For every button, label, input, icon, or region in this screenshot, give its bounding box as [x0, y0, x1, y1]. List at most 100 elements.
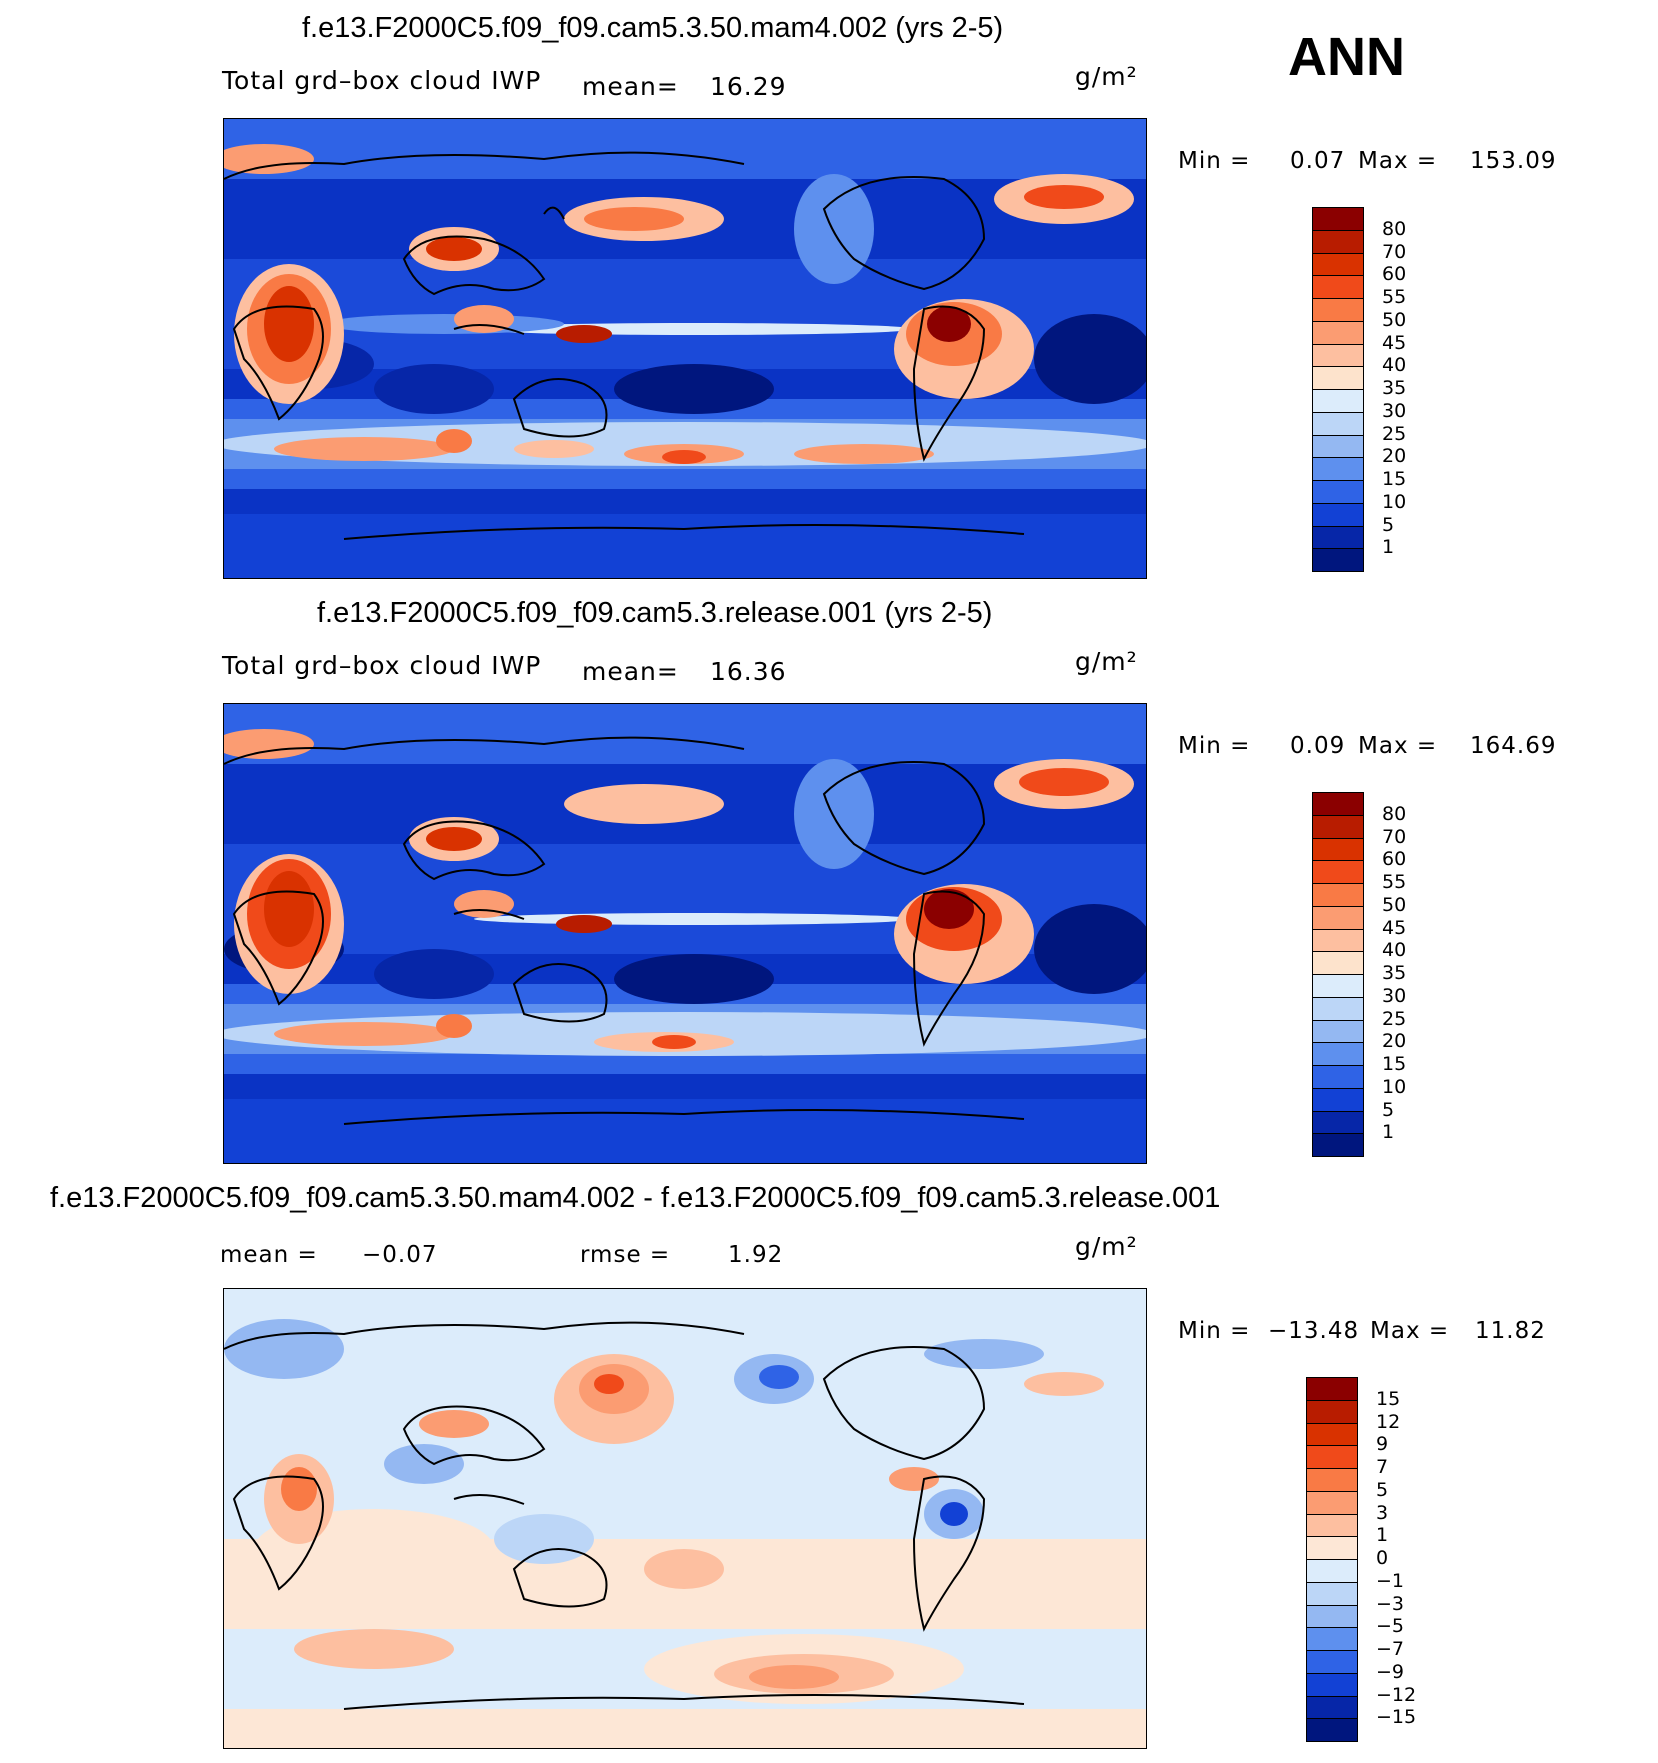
- colorbar-segment: [1312, 457, 1364, 481]
- colorbar-segment: [1306, 1513, 1358, 1537]
- panel3-mean-label: mean =: [220, 1242, 318, 1268]
- colorbar-tick-label: 40: [1382, 939, 1407, 962]
- colorbar-tick-label: 9: [1376, 1433, 1389, 1456]
- colorbar-tick-label: 10: [1382, 1075, 1407, 1098]
- panel2-max-label: Max =: [1358, 733, 1438, 759]
- colorbar-segment: [1306, 1627, 1358, 1651]
- colorbar-segment: [1306, 1536, 1358, 1560]
- colorbar-tick-label: 55: [1382, 286, 1407, 308]
- colorbar-segment: [1312, 320, 1364, 344]
- colorbar-segment: [1312, 837, 1364, 861]
- colorbar-tick-label: 55: [1382, 871, 1407, 893]
- panel3-max-label: Max =: [1370, 1318, 1450, 1344]
- colorbar-tick-label: 70: [1382, 825, 1407, 848]
- colorbar-tick-label: 7: [1376, 1456, 1389, 1478]
- colorbar-tick-label: 60: [1382, 263, 1407, 286]
- season-label: ANN: [1288, 27, 1405, 87]
- colorbar-tick-label: 30: [1382, 399, 1407, 422]
- colorbar-segment: [1312, 366, 1364, 390]
- colorbar-tick-label: −5: [1376, 1615, 1405, 1638]
- colorbar-segment: [1312, 1065, 1364, 1089]
- colorbar-tick-label: 20: [1382, 445, 1407, 468]
- colorbar-tick-label: −3: [1376, 1592, 1405, 1615]
- colorbar-segment: [1312, 525, 1364, 549]
- panel1-title: f.e13.F2000C5.f09_f09.cam5.3.50.mam4.002…: [302, 12, 1004, 44]
- panel3-min-value: −13.48: [1268, 1318, 1360, 1344]
- colorbar-segment: [1306, 1399, 1358, 1423]
- colorbar-segment: [1312, 1110, 1364, 1134]
- panel1-coastlines: [224, 151, 1025, 540]
- colorbar-segment: [1306, 1422, 1358, 1446]
- colorbar-segment: [1306, 1650, 1358, 1674]
- panel1-colorbar: 80 70 60 55 50 45 40 35 30 25 20 15 10 5 1: [1312, 207, 1452, 572]
- colorbar-tick-label: 0: [1376, 1547, 1389, 1569]
- colorbar-segment: [1312, 1019, 1364, 1043]
- colorbar-segment: [1312, 1087, 1364, 1111]
- colorbar-tick-label: −15: [1376, 1706, 1417, 1729]
- panel1-variable: Total grd–box cloud IWP: [222, 66, 542, 95]
- colorbar-tick-label: 80: [1382, 802, 1407, 825]
- colorbar-segment: [1306, 1695, 1358, 1719]
- colorbar-tick-label: −12: [1376, 1683, 1417, 1706]
- colorbar-tick-label: 50: [1382, 308, 1407, 331]
- colorbar-segment: [1312, 792, 1364, 816]
- colorbar-tick-label: 15: [1376, 1387, 1401, 1410]
- panel1-max-value: 153.09: [1470, 148, 1557, 174]
- panel3-colorbar: 15 12 9 7 5 3 1 0 −1 −3 −5 −7 −9 −12 −15: [1306, 1377, 1446, 1742]
- colorbar-segment: [1312, 502, 1364, 526]
- colorbar-tick-label: 25: [1382, 1007, 1407, 1030]
- panel3-rmse-value: 1.92: [728, 1242, 784, 1268]
- colorbar-segment: [1306, 1490, 1358, 1514]
- panel3-mean-value: −0.07: [362, 1242, 438, 1268]
- colorbar-tick-label: 45: [1382, 331, 1407, 354]
- colorbar-tick-label: 25: [1382, 422, 1407, 445]
- colorbar-segment: [1312, 974, 1364, 998]
- colorbar-segment: [1312, 814, 1364, 838]
- colorbar-segment: [1312, 860, 1364, 884]
- colorbar-segment: [1312, 275, 1364, 299]
- colorbar-segment: [1312, 1042, 1364, 1066]
- panel3-map: [223, 1288, 1147, 1749]
- colorbar-segment: [1312, 229, 1364, 253]
- panel3-coastlines: [224, 1321, 1025, 1710]
- panel3-units: g/m²: [1075, 1232, 1138, 1261]
- colorbar-segment: [1312, 951, 1364, 975]
- colorbar-tick-label: 5: [1376, 1478, 1389, 1501]
- colorbar-tick-label: 20: [1382, 1030, 1407, 1053]
- panel1-min-value: 0.07: [1290, 148, 1346, 174]
- panel2-units: g/m²: [1075, 647, 1138, 676]
- colorbar-tick-label: −1: [1376, 1569, 1405, 1592]
- colorbar-segment: [1306, 1377, 1358, 1401]
- colorbar-segment: [1312, 883, 1364, 907]
- colorbar-tick-label: 35: [1382, 962, 1407, 984]
- panel1-units: g/m²: [1075, 62, 1138, 91]
- colorbar-segment: [1312, 548, 1364, 572]
- panel3-title: f.e13.F2000C5.f09_f09.cam5.3.50.mam4.002…: [50, 1182, 1221, 1214]
- colorbar-tick-label: 3: [1376, 1501, 1389, 1524]
- colorbar-tick-label: 10: [1382, 490, 1407, 513]
- panel2-variable: Total grd–box cloud IWP: [222, 651, 542, 680]
- colorbar-segment: [1312, 1133, 1364, 1157]
- colorbar-tick-label: −7: [1376, 1638, 1405, 1660]
- colorbar-segment: [1306, 1559, 1358, 1583]
- colorbar-tick-label: 1: [1382, 1121, 1395, 1144]
- panel2-min-label: Min =: [1178, 733, 1251, 759]
- panel3-min-label: Min =: [1178, 1318, 1251, 1344]
- colorbar-tick-label: 5: [1382, 1098, 1395, 1121]
- panel1-max-label: Max =: [1358, 148, 1438, 174]
- colorbar-segment: [1312, 928, 1364, 952]
- colorbar-tick-label: 1: [1376, 1524, 1389, 1547]
- colorbar-segment: [1312, 411, 1364, 435]
- colorbar-tick-label: 35: [1382, 377, 1407, 399]
- colorbar-segment: [1312, 207, 1364, 231]
- colorbar-segment: [1312, 343, 1364, 367]
- colorbar-tick-label: 30: [1382, 984, 1407, 1007]
- colorbar-tick-label: 15: [1382, 468, 1407, 490]
- colorbar-tick-label: 40: [1382, 354, 1407, 377]
- colorbar-tick-label: 45: [1382, 916, 1407, 939]
- colorbar-tick-label: 1: [1382, 536, 1395, 559]
- colorbar-tick-label: 15: [1382, 1053, 1407, 1075]
- colorbar-tick-label: 5: [1382, 513, 1395, 536]
- colorbar-segment: [1312, 389, 1364, 413]
- colorbar-tick-label: 60: [1382, 848, 1407, 871]
